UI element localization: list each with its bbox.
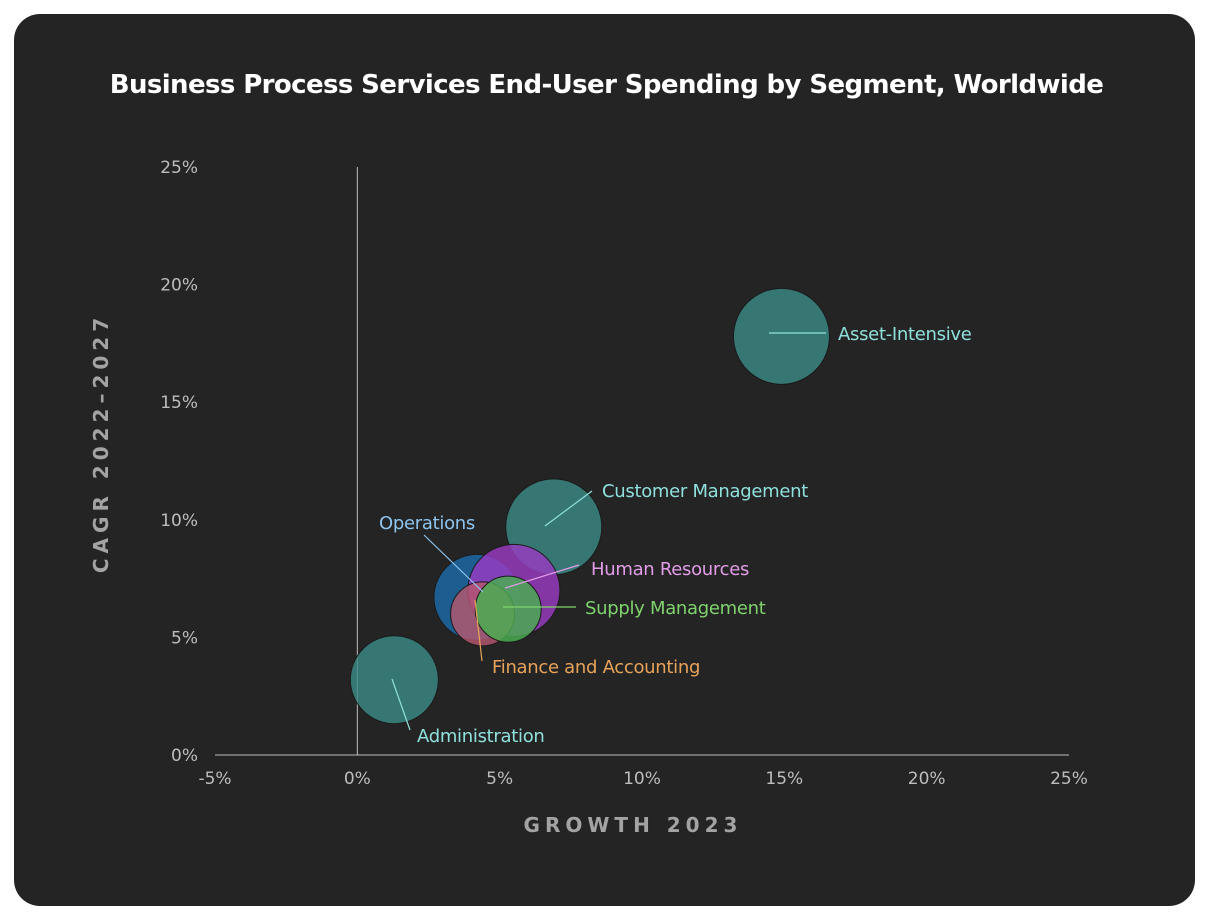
leader-line-finance-and-accounting [474,599,483,662]
bubble-label-customer-management: Customer Management [602,481,808,502]
bubble-label-operations: Operations [379,513,475,534]
bubble-administration [349,635,439,725]
y-tick-label: 0% [171,746,198,766]
bubble-label-finance-and-accounting: Finance and Accounting [492,657,700,678]
y-tick-label: 25% [160,158,198,178]
x-tick-label: 25% [1050,769,1088,789]
x-tick-label: 15% [765,769,803,789]
leader-line-operations [423,534,484,593]
x-tick-label: 5% [486,769,513,789]
leader-line-human-resources [504,564,580,589]
bubble-label-supply-management: Supply Management [585,598,766,619]
x-tick-label: 0% [344,769,371,789]
bubble-supply-management [474,575,542,643]
x-tick-label: 20% [908,769,946,789]
y-tick-label: 20% [160,276,198,296]
bubble-label-human-resources: Human Resources [591,559,749,580]
leader-line-administration [391,678,411,731]
y-tick-label: 5% [171,628,198,648]
leader-line-customer-management [544,490,593,527]
x-tick-label: 10% [623,769,661,789]
bubble-label-asset-intensive: Asset-Intensive [838,324,972,345]
x-axis-title: GROWTH 2023 [523,813,743,837]
y-tick-label: 15% [160,393,198,413]
y-tick-label: 10% [160,511,198,531]
bubble-label-administration: Administration [417,726,545,747]
x-tick-label: -5% [198,769,231,789]
chart-title: Business Process Services End-User Spend… [109,70,1104,100]
chart-card [14,14,1195,906]
bubble-asset-intensive [732,287,830,385]
